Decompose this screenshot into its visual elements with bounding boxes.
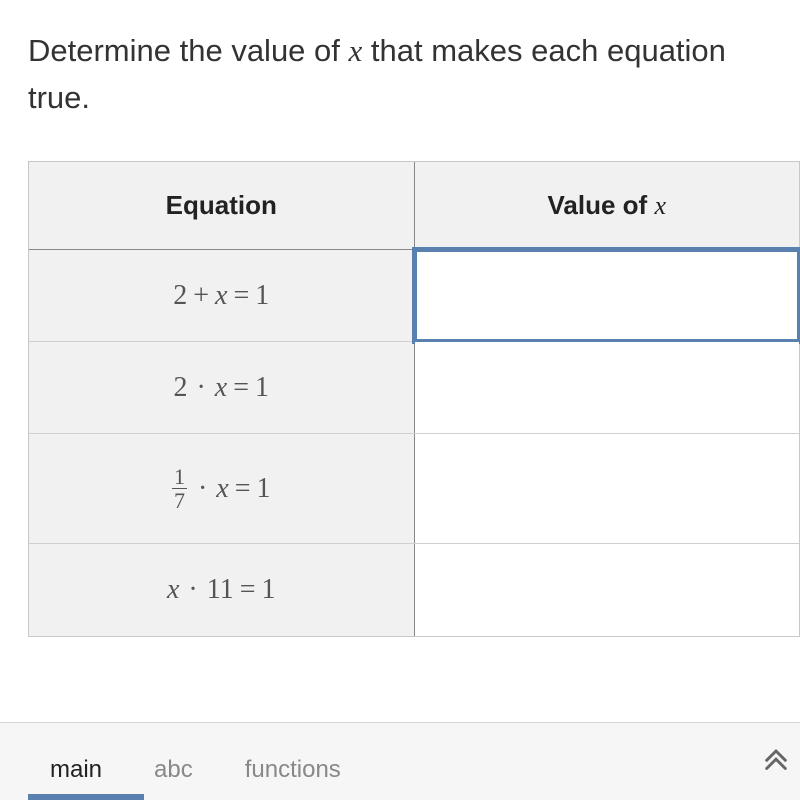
table-row: 17·x=1 [29, 434, 799, 544]
table-row: x·11=1 [29, 544, 799, 636]
table-body: 2+x=1 2·x=1 17·x=1 x·11=1 [29, 250, 799, 636]
question-prompt: Determine the value of x that makes each… [28, 28, 800, 121]
value-input-cell[interactable] [415, 434, 800, 543]
equation-expression: 17·x=1 [172, 465, 271, 512]
tab-functions[interactable]: functions [245, 756, 341, 784]
table-header-row: Equation Value of x [29, 162, 799, 250]
value-input-cell[interactable] [415, 250, 800, 341]
equation-expression: 2·x=1 [173, 372, 269, 404]
equation-cell: 17·x=1 [29, 434, 415, 543]
prompt-var: x [349, 33, 363, 68]
equation-expression: 2+x=1 [173, 280, 269, 312]
tab-active-underline [28, 794, 144, 800]
equation-cell: 2·x=1 [29, 342, 415, 433]
prompt-prefix: Determine the value of [28, 33, 349, 68]
equation-cell: 2+x=1 [29, 250, 415, 341]
equation-table: Equation Value of x 2+x=1 2·x=1 17·x=1 x·11… [28, 161, 800, 637]
header-value-prefix: Value of [548, 190, 655, 220]
table-row: 2+x=1 [29, 250, 799, 342]
value-input-cell[interactable] [415, 544, 800, 636]
table-row: 2·x=1 [29, 342, 799, 434]
tab-abc[interactable]: abc [154, 756, 193, 784]
active-cell-highlight [412, 247, 800, 344]
equation-expression: x·11=1 [167, 574, 276, 606]
value-input-cell[interactable] [415, 342, 800, 433]
header-equation: Equation [29, 162, 415, 249]
header-value-var: x [654, 191, 666, 220]
chevrons-icon[interactable] [762, 744, 790, 780]
tab-main[interactable]: main [50, 756, 102, 784]
header-value: Value of x [415, 162, 800, 249]
keyboard-bar: main abc functions [0, 722, 800, 800]
equation-cell: x·11=1 [29, 544, 415, 636]
